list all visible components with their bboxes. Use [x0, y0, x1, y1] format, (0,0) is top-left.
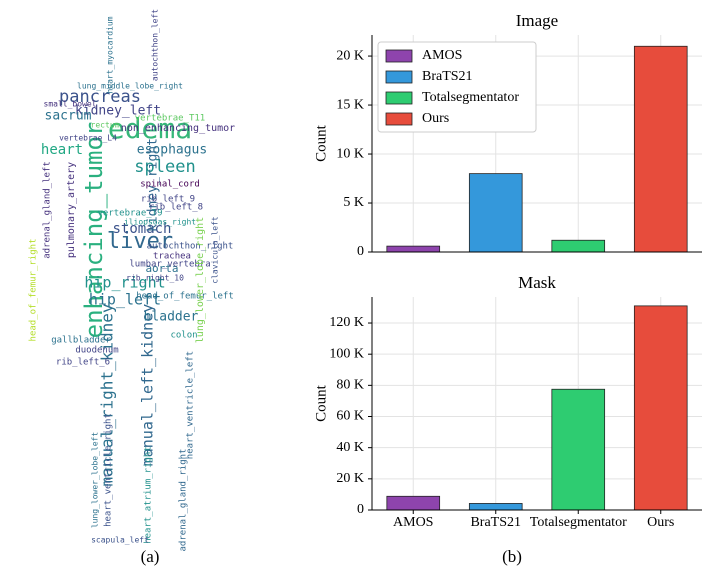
y-tick-label: 100 K — [329, 346, 364, 361]
y-tick-label: 20 K — [336, 471, 364, 486]
cloud-word: heart — [41, 142, 83, 158]
y-axis-label: Count — [313, 124, 329, 162]
legend-label: Totalsegmentator — [422, 90, 519, 105]
x-tick-label: AMOS — [393, 515, 433, 530]
cloud-word: rib_left_8 — [149, 203, 203, 213]
cloud-word: heart_ventricle_right — [104, 413, 114, 527]
legend-swatch — [386, 92, 412, 104]
bar — [387, 246, 440, 252]
cloud-word: scapula_left — [91, 536, 149, 545]
cloud-word: colon — [170, 331, 197, 341]
figure: edemaenhancing_tumorliverpancreaskidney_… — [0, 0, 704, 572]
y-tick-label: 10 K — [336, 146, 364, 161]
x-tick-label: Ours — [647, 515, 674, 530]
cloud-word: lung_lower_lobe_left — [91, 432, 100, 529]
cloud-word: autochthon_left — [151, 9, 160, 81]
y-tick-label: 60 K — [336, 409, 364, 424]
bar — [469, 503, 522, 510]
bar — [387, 496, 440, 510]
y-tick-label: 120 K — [329, 315, 364, 330]
y-tick-label: 15 K — [336, 97, 364, 112]
cloud-word: trachea — [153, 252, 191, 262]
chart-title: Mask — [518, 273, 556, 292]
cloud-word: spinal_cord — [140, 180, 200, 190]
y-tick-label: 0 — [357, 244, 364, 259]
cloud-word: small_bowel — [44, 100, 97, 109]
cloud-word: lung_lower_lobe_right — [195, 217, 206, 343]
cloud-word: iliopsoas_right — [124, 218, 196, 227]
legend-label: Ours — [422, 111, 449, 126]
caption: (b) — [502, 547, 522, 566]
cloud-word: head_of_femur_left — [136, 292, 234, 302]
legend-swatch — [386, 50, 412, 62]
bar — [552, 240, 605, 252]
cloud-word: duodenum — [75, 346, 118, 356]
cloud-word: clavicula_left — [211, 216, 220, 284]
cloud-word: autochthon_right — [147, 242, 234, 252]
chart-title: Image — [516, 11, 558, 30]
caption: (a) — [141, 547, 160, 566]
x-tick-label: Totalsegmentator — [530, 515, 627, 530]
cloud-word: vertebrae_L4 — [59, 134, 117, 143]
word-cloud: edemaenhancing_tumorliverpancreaskidney_… — [29, 9, 236, 552]
y-tick-label: 40 K — [336, 440, 364, 455]
y-tick-label: 80 K — [336, 378, 364, 393]
y-axis-label: Count — [313, 384, 329, 422]
cloud-word: spleen — [134, 157, 195, 177]
cloud-word: pulmonary_artery — [66, 162, 77, 258]
bar — [634, 46, 687, 252]
cloud-word: rib_left_6 — [56, 358, 110, 368]
cloud-word: bladder — [144, 310, 199, 325]
cloud-word: rib_right_10 — [126, 274, 184, 283]
cloud-word: head_of_femur_right — [29, 239, 39, 342]
cloud-word: heart_atrium_right — [144, 446, 154, 544]
cloud-word: rectum — [91, 121, 120, 130]
cloud-word: sacrum — [45, 109, 92, 124]
legend-swatch — [386, 113, 412, 125]
cloud-word: adrenal_gland_left — [43, 161, 53, 259]
cloud-word: adrenal_gland_right — [179, 449, 189, 552]
y-tick-label: 20 K — [336, 48, 364, 63]
legend-label: AMOS — [422, 48, 462, 63]
bar — [634, 306, 687, 510]
cloud-word: lung_middle_lobe_right — [77, 82, 183, 91]
cloud-word: non_enhancing_tumor — [121, 123, 235, 134]
legend-label: BraTS21 — [422, 69, 473, 84]
y-tick-label: 0 — [357, 502, 364, 517]
cloud-word: gallbladder — [51, 336, 111, 346]
y-tick-label: 5 K — [343, 195, 364, 210]
cloud-word: heart_ventricle_left — [186, 351, 196, 459]
cloud-word: vertebrae_T11 — [135, 114, 205, 124]
bar — [469, 174, 522, 252]
cloud-word: manual_left_kidney — [139, 304, 157, 467]
x-tick-label: BraTS21 — [470, 515, 521, 530]
legend-swatch — [386, 71, 412, 83]
bar — [552, 389, 605, 510]
